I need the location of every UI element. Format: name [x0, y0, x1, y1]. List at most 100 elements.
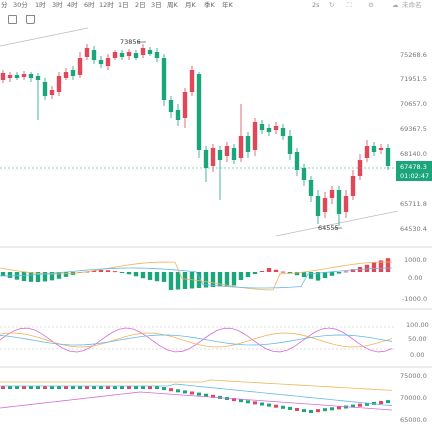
mini-candle: [246, 400, 250, 404]
rsi-tick: 0.00: [410, 351, 424, 359]
period-tab[interactable]: 3时: [52, 1, 63, 9]
fullscreen-icon[interactable]: ⛶: [347, 1, 352, 9]
mini-candle: [22, 386, 26, 389]
price-tick: 71951.5: [400, 75, 427, 83]
macd-bar: [378, 260, 384, 272]
candle-body: [119, 53, 125, 57]
refresh-icon[interactable]: ↻: [329, 1, 335, 9]
mini-candle: [92, 386, 96, 389]
bottom-tick: 75000.0: [400, 372, 427, 380]
macd-bar: [196, 272, 202, 288]
period-toolbar: 分 30分 1时 3时 4时 6时 12时 1日 2日 3日 周K 月K 季K …: [0, 0, 432, 12]
mini-candle: [99, 386, 103, 389]
mini-candle: [36, 386, 40, 389]
rsi-line-1: [0, 327, 393, 353]
macd-bar: [252, 272, 258, 274]
candle-body: [0, 73, 6, 80]
candle-body: [98, 60, 104, 64]
bottom-ma-line-1: [0, 379, 393, 391]
candle-body: [371, 146, 377, 152]
period-tab[interactable]: 2日: [135, 1, 146, 9]
candle-body: [182, 92, 188, 118]
period-tab[interactable]: 月K: [185, 1, 196, 9]
mini-candle: [15, 386, 19, 389]
period-tab[interactable]: 年K: [222, 1, 233, 9]
macd-bar: [364, 264, 370, 272]
mini-candle: [302, 409, 306, 413]
macd-bar: [329, 272, 335, 276]
period-tab[interactable]: 6时: [84, 1, 95, 9]
period-tab[interactable]: 分: [1, 1, 8, 9]
candle-body: [49, 90, 55, 95]
period-tab[interactable]: 1时: [35, 1, 46, 9]
crop-tool-icon[interactable]: [8, 15, 17, 24]
mini-candle: [211, 394, 215, 398]
mini-candle: [323, 408, 327, 412]
period-tab[interactable]: 周K: [167, 1, 178, 9]
macd-bar: [98, 270, 104, 272]
macd-bar: [266, 268, 272, 272]
macd-bar: [112, 271, 118, 273]
mini-candle: [351, 404, 355, 408]
mini-candle: [295, 408, 299, 411]
candle-body: [56, 76, 62, 92]
mini-candle: [50, 386, 54, 389]
candle-body: [231, 148, 237, 160]
macd-bar: [189, 272, 195, 289]
period-tab[interactable]: 12时: [99, 1, 114, 9]
macd-bar: [154, 272, 160, 282]
mini-candle: [190, 391, 194, 395]
macd-bar: [224, 272, 230, 286]
settings-icon[interactable]: ⚙: [368, 1, 374, 9]
candle-body: [224, 146, 230, 156]
macd-bar: [56, 272, 62, 279]
macd-bar: [140, 272, 146, 279]
macd-bar: [105, 270, 111, 272]
mini-candle: [358, 403, 362, 407]
macd-bar: [308, 272, 314, 279]
mini-candle: [141, 386, 145, 389]
candlestick-series: [0, 44, 391, 226]
mini-candle: [71, 386, 75, 389]
trend-line[interactable]: [0, 27, 89, 47]
macd-bar: [7, 272, 13, 278]
macd-tick: 1000.0: [404, 256, 427, 264]
candle-body: [343, 196, 349, 212]
macd-bar: [210, 272, 216, 287]
period-tab[interactable]: 30分: [13, 1, 28, 9]
mini-candle: [309, 410, 313, 413]
rsi-tick: 100.00: [406, 321, 429, 329]
mini-candle: [169, 388, 173, 392]
scale-label[interactable]: 2s: [312, 1, 320, 9]
macd-bar: [280, 271, 286, 273]
period-tab[interactable]: 3日: [151, 1, 162, 9]
candle-body: [28, 74, 34, 78]
period-tab[interactable]: 4时: [67, 1, 78, 9]
candle-body: [364, 146, 370, 158]
candle-body: [21, 74, 27, 77]
candle-body: [238, 136, 244, 158]
candle-body: [35, 76, 41, 80]
macd-bar: [343, 271, 349, 273]
candle-body: [70, 70, 76, 76]
current-price-tag: [396, 161, 432, 181]
mini-candle: [176, 389, 180, 393]
macd-bar: [161, 272, 167, 282]
mini-candle: [148, 386, 152, 389]
candle-body: [168, 100, 174, 112]
macd-bar: [0, 272, 6, 276]
period-tab[interactable]: 季K: [204, 1, 215, 9]
macd-tick: 0.00: [408, 274, 422, 282]
candle-body: [350, 176, 356, 196]
candle-body: [217, 150, 223, 160]
price-tick: 69367.5: [400, 125, 427, 133]
period-tab[interactable]: 1日: [118, 1, 129, 9]
candle-body: [259, 124, 265, 130]
trash-icon[interactable]: [26, 15, 35, 24]
trend-line[interactable]: [275, 210, 399, 237]
mini-candle: [106, 386, 110, 389]
price-tick: 64530.4: [400, 225, 427, 233]
mini-candle: [120, 386, 124, 389]
macd-dea-line: [0, 267, 393, 289]
mini-candle: [386, 400, 390, 404]
